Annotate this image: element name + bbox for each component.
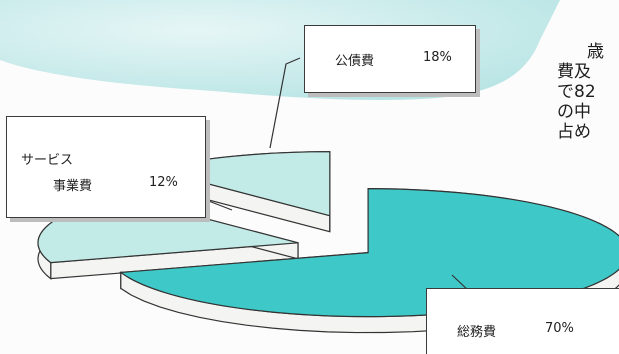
side-text-line: の中 (557, 102, 591, 122)
label-koisai-name: 公債費 (335, 54, 375, 69)
label-service-name-line1: サービス (21, 153, 74, 168)
label-service-name-line2: 事業費 (53, 179, 93, 194)
side-text-line: 歳 (587, 42, 604, 62)
label-soumu-value: 70% (545, 321, 574, 336)
label-box-soumu: 総務費 70% (426, 288, 619, 354)
label-box-koisai: 公債費 18% (304, 25, 476, 93)
leader-koisai (269, 57, 301, 149)
side-text-line: で82 (557, 82, 596, 102)
label-koisai-value: 18% (423, 50, 452, 65)
label-soumu-name: 総務費 (457, 325, 497, 340)
side-paragraph: 歳 費及 で82 の中 占め (557, 42, 619, 142)
side-text-line: 費及 (557, 62, 591, 82)
label-service-value: 12% (149, 175, 178, 190)
background-blob (0, 0, 560, 100)
side-text-line: 占め (557, 122, 591, 142)
leader-service (205, 199, 233, 211)
label-box-service: サービス 事業費 12% (6, 116, 206, 218)
